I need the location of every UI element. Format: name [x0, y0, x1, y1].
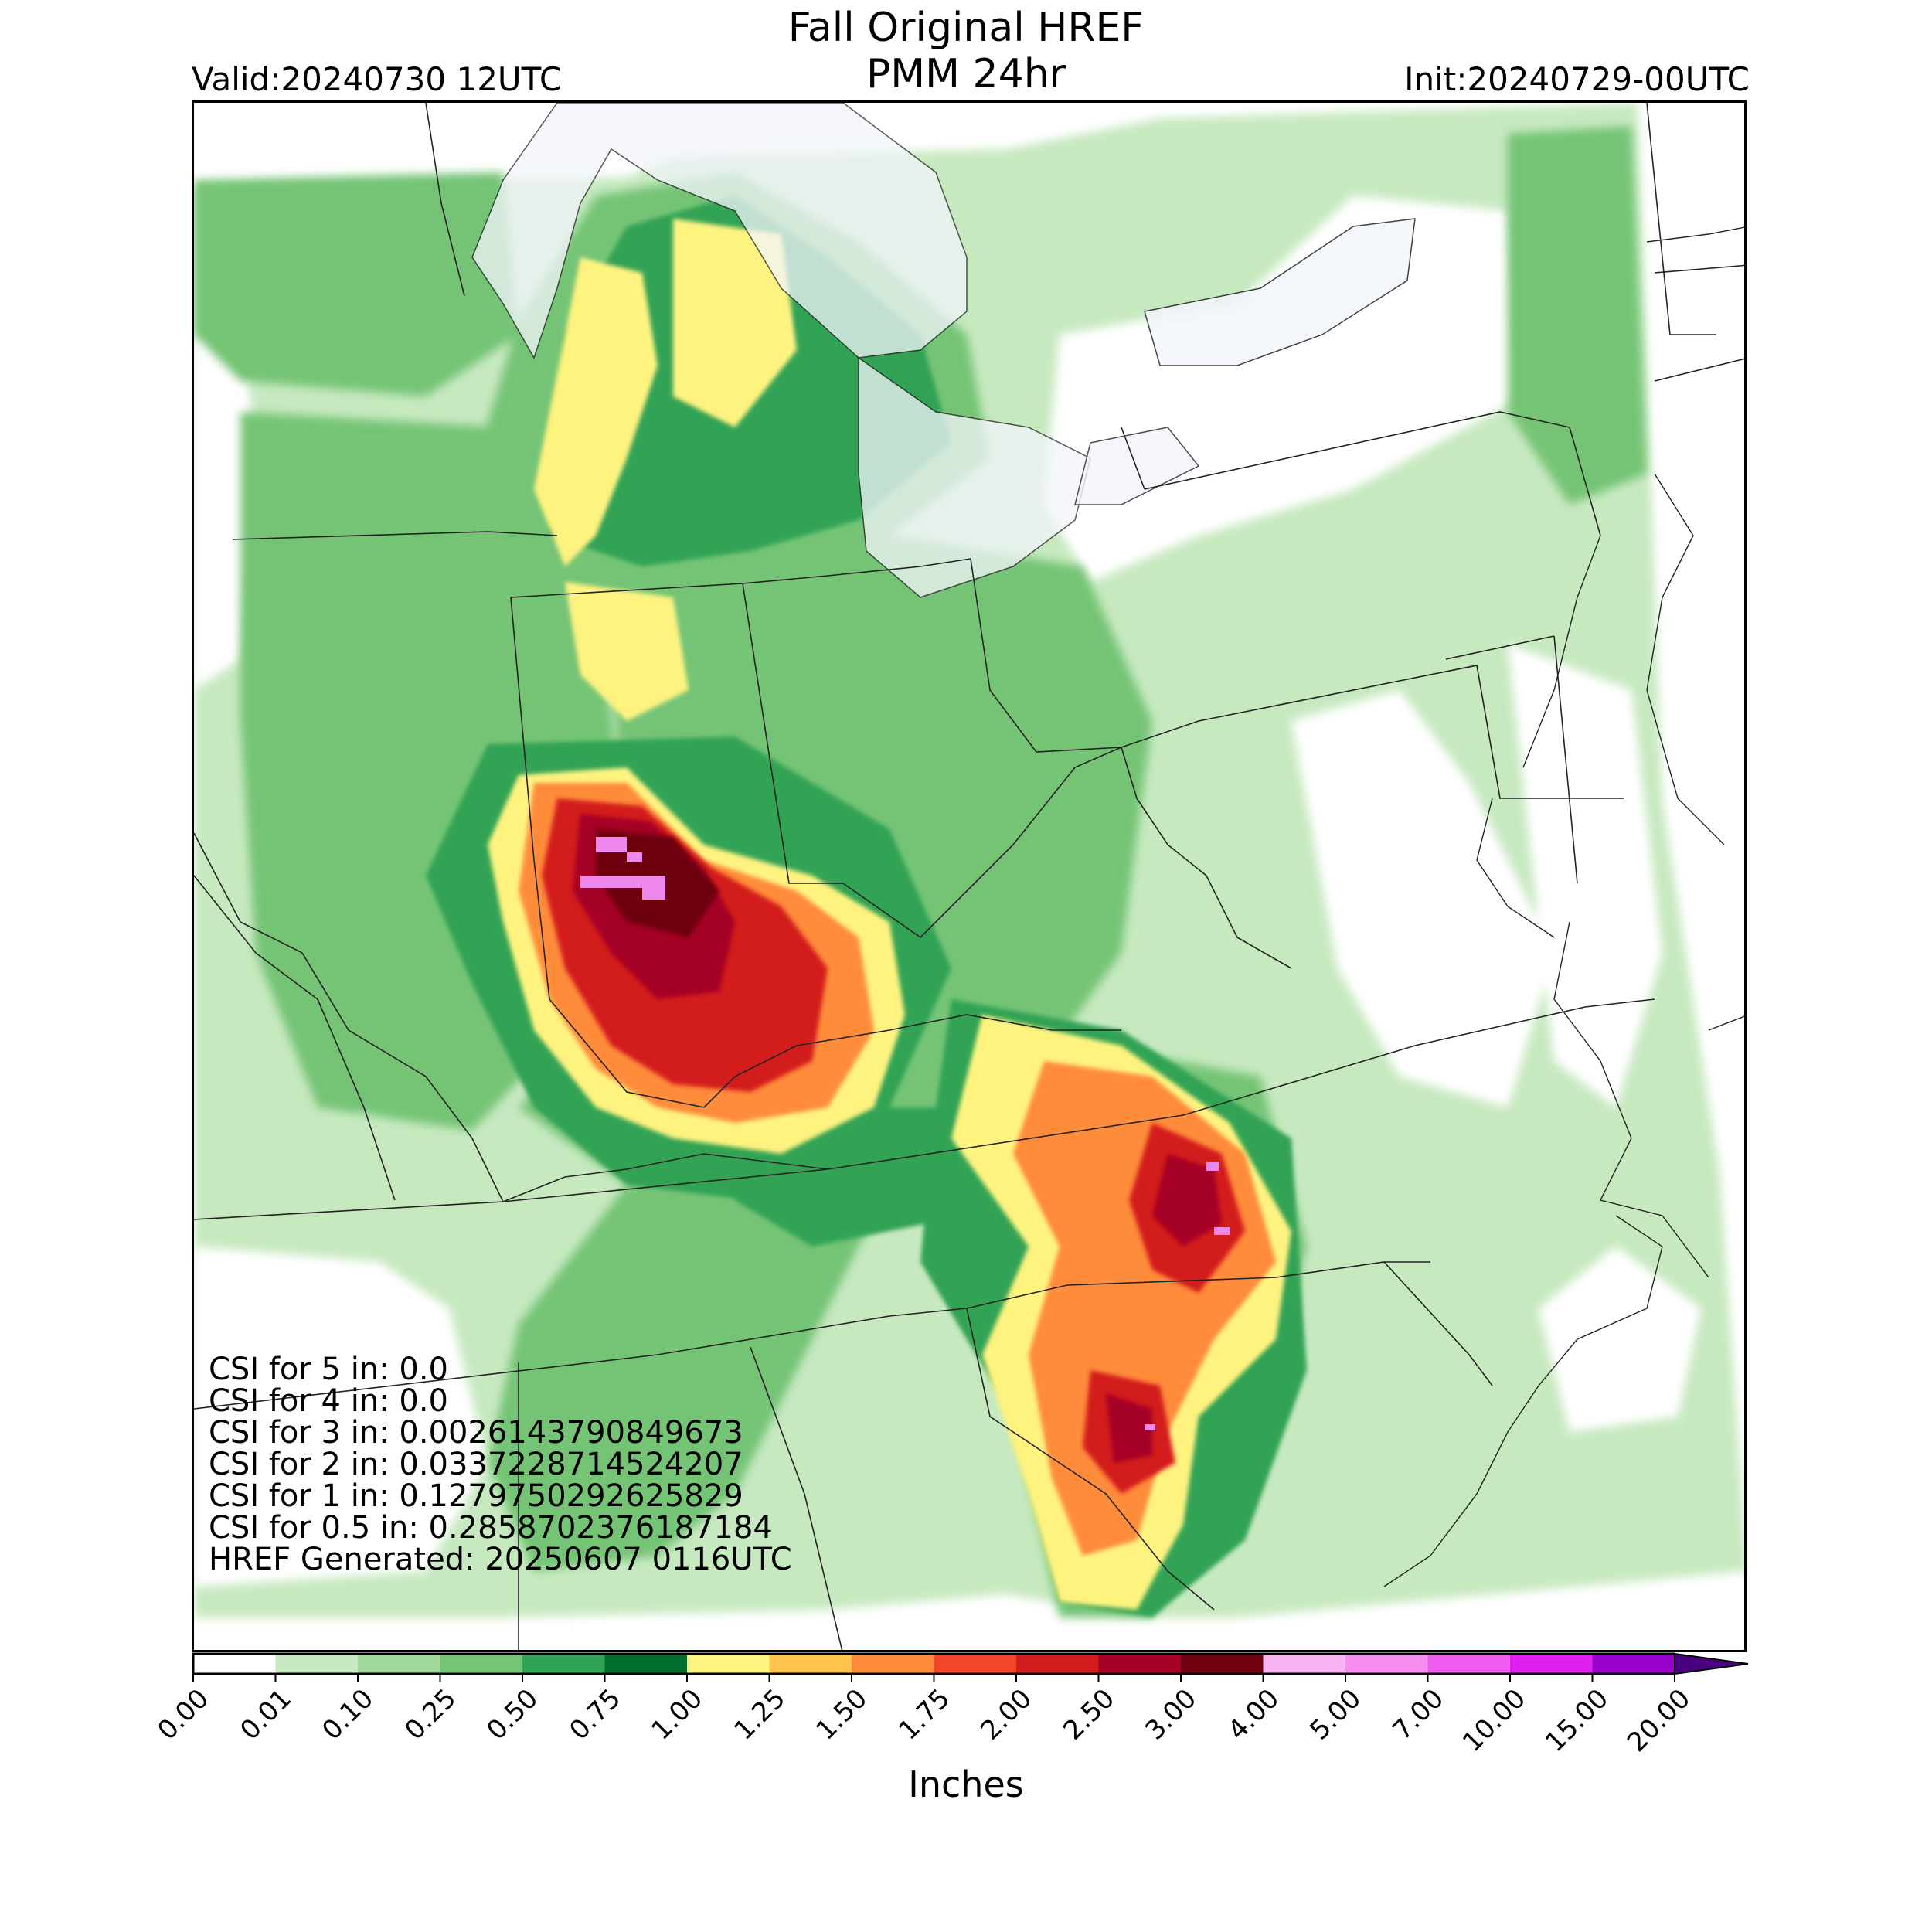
csi-4-in: CSI for 4 in: 0.0: [209, 1383, 448, 1419]
colorbar-swatch: [275, 1654, 359, 1674]
colorbar-swatch: [1510, 1654, 1593, 1674]
precipitation-map: [192, 100, 1747, 1652]
colorbar-swatch: [1592, 1654, 1675, 1674]
colorbar-swatch: [193, 1654, 276, 1674]
colorbar-swatch: [604, 1654, 688, 1674]
chart-title-line1: Fall Original HREF: [787, 5, 1145, 51]
href-generated: HREF Generated: 20250607 0116UTC: [209, 1542, 792, 1577]
colorbar-units-label: Inches: [908, 1764, 1024, 1805]
csi-0-5-in: CSI for 0.5 in: 0.2858702376187184: [209, 1510, 773, 1546]
csi-statistics: CSI for 5 in: 0.0 CSI for 4 in: 0.0 CSI …: [209, 1354, 792, 1576]
csi-1-in: CSI for 1 in: 0.1279750292625829: [209, 1478, 743, 1514]
rain-max-pink: [580, 837, 1230, 1430]
csi-5-in: CSI for 5 in: 0.0: [209, 1352, 448, 1387]
colorbar-swatch: [1345, 1654, 1428, 1674]
map-canvas: [194, 103, 1744, 1650]
colorbar: [192, 1652, 1753, 1702]
colorbar-swatch: [1181, 1654, 1264, 1674]
colorbar-swatch: [522, 1654, 605, 1674]
colorbar-swatch: [440, 1654, 523, 1674]
colorbar-swatch: [852, 1654, 934, 1674]
chart-title-line2: PMM 24hr: [866, 51, 1066, 97]
csi-3-in: CSI for 3 in: 0.0026143790849673: [209, 1415, 743, 1451]
colorbar-swatch: [687, 1654, 770, 1674]
csi-2-in: CSI for 2 in: 0.0337228714524207: [209, 1447, 743, 1482]
colorbar-swatch: [1263, 1654, 1346, 1674]
colorbar-extend-arrow: [1674, 1652, 1749, 1675]
colorbar-swatch: [1016, 1654, 1099, 1674]
valid-time: Valid:20240730 12UTC: [192, 60, 563, 98]
colorbar-swatch: [358, 1654, 440, 1674]
colorbar-swatch: [934, 1654, 1017, 1674]
state-borders: [194, 103, 1744, 1650]
colorbar-swatch: [1427, 1654, 1511, 1674]
coastlines: [1383, 226, 1744, 1587]
init-time: Init:20240729-00UTC: [1404, 60, 1750, 98]
great-lakes: [471, 103, 1416, 598]
colorbar-swatches: [192, 1652, 1749, 1682]
colorbar-swatch: [1098, 1654, 1182, 1674]
colorbar-swatch: [769, 1654, 852, 1674]
